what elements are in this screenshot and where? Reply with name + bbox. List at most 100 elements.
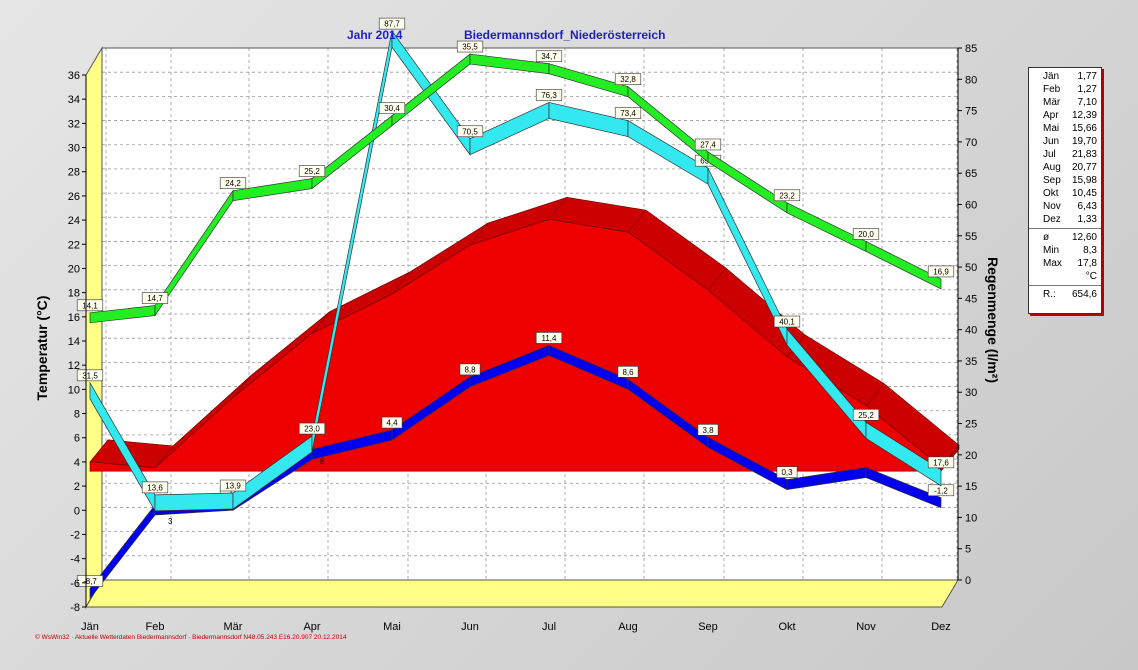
rain-ribbon-label: 25,2 [858, 411, 874, 420]
mean-temp-area-edge [469, 222, 489, 246]
stats-max-row-value: 17,8 [1077, 258, 1097, 269]
max-temp-ribbon-label-box [852, 228, 880, 240]
right-axis-tick-label: 75 [965, 106, 977, 118]
left-side-wall [85, 46, 103, 609]
stats-month-row-label: Dez [1043, 214, 1061, 225]
min-temp-ribbon-label-box [381, 416, 403, 429]
left-axis-tick-label: 12 [68, 360, 80, 372]
left-axis-tick-label: 6 [74, 433, 80, 445]
statistics-panel: Jän 1,77 Feb 1,27 Mär 7,10 Apr 12,39 Mai 15,66 Jun… [1028, 67, 1102, 314]
rain-ribbon-label-box [219, 479, 247, 492]
right-axis-tick-label: 70 [965, 137, 977, 149]
stats-month-row: Jul 21,83 [1029, 148, 1101, 161]
stats-rain-row: R.: 654,6 [1029, 288, 1101, 301]
rain-ribbon-label-box [773, 315, 801, 328]
min-temp-ribbon-label: 4,4 [386, 419, 398, 428]
max-temp-ribbon-label: 34,7 [541, 52, 557, 61]
max-temp-ribbon-label: 24,2 [225, 179, 241, 188]
left-axis-tick-label: 14 [68, 336, 80, 348]
left-axis-tick-label: 16 [68, 312, 80, 324]
mean-temp-area-edge [548, 197, 568, 220]
rain-ribbon-label-box [852, 408, 880, 421]
rain-ribbon-label-box [614, 107, 642, 119]
min-temp-ribbon-label-box [617, 365, 639, 378]
max-temp-ribbon-label: 23,2 [779, 191, 795, 200]
max-temp-ribbon-segment [865, 240, 942, 290]
stats-month-row-value: 15,66 [1071, 123, 1097, 134]
stats-month-row: Jun 19,70 [1029, 135, 1101, 148]
min-temp-ribbon-label: -1,2 [934, 486, 948, 495]
max-temp-ribbon-label-box [614, 73, 642, 85]
x-axis-tick-label: Aug [618, 621, 638, 633]
stats-max-row: Max 17,8 [1029, 257, 1101, 270]
right-axis-tick-label: 5 [965, 544, 971, 556]
rain-ribbon-label-box [141, 481, 169, 494]
rain-ribbon-label: 87,7 [384, 20, 400, 29]
x-axis-tick-label: Feb [146, 621, 165, 633]
right-axis-tick-label: 15 [965, 481, 977, 493]
right-axis: 0 5 10 15 20 25 30 35 40 45 50 55 60 65 70 75 80 85 Regenm… [957, 43, 1001, 587]
rain-ribbon-label: 73,4 [620, 109, 636, 118]
rain-ribbon-label: 76,3 [541, 91, 557, 100]
mean-temp-area-edge [232, 375, 252, 398]
chart-year-title: Jahr 2014 [347, 28, 403, 42]
stats-month-row-label: Aug [1043, 162, 1061, 173]
rain-ribbon-label: 31,5 [82, 371, 98, 380]
right-axis-tick-label: 35 [965, 356, 977, 368]
max-temp-ribbon-label: 25,2 [304, 167, 320, 176]
stray-label: 3 [168, 517, 173, 526]
max-temp-ribbon-label-box [456, 40, 484, 53]
stats-rain-row-label: R.: [1043, 289, 1056, 300]
mean-temp-area-edge [154, 445, 174, 469]
stats-month-row-label: Feb [1043, 84, 1061, 95]
mean-temp-area-edge [311, 311, 331, 334]
right-axis-tick-label: 60 [965, 199, 977, 211]
stats-month-row-value: 1,77 [1077, 71, 1097, 82]
stats-month-row-label: Jän [1043, 71, 1060, 82]
right-axis-tick-label: 40 [965, 325, 977, 337]
stats-average-row-label: ø [1043, 232, 1050, 243]
max-temp-ribbon-label: 27,4 [700, 140, 716, 149]
min-temp-ribbon-label: 8,6 [622, 368, 634, 377]
rain-ribbon-label-box [456, 125, 484, 138]
mean-temp-area-edge [391, 271, 411, 295]
stats-separator [1029, 285, 1101, 286]
stats-month-row: Mai 15,66 [1029, 122, 1101, 135]
rain-ribbon-label: 40,1 [779, 318, 795, 327]
stats-month-row: Mär 7,10 [1029, 96, 1101, 109]
stats-month-row-label: Mär [1043, 97, 1061, 108]
left-axis-tick-label: 18 [68, 288, 80, 300]
mean-temp-area-edge [707, 267, 727, 291]
stats-month-row: Feb 1,27 [1029, 83, 1101, 96]
max-temp-ribbon-label-box [535, 50, 563, 63]
x-axis-tick-label: Apr [303, 621, 320, 633]
stats-month-row-value: 1,33 [1077, 214, 1097, 225]
x-axis-tick-label: Dez [931, 621, 951, 633]
stats-rain-row-value: 654,6 [1071, 289, 1097, 300]
left-axis-tick-label: -8 [70, 602, 80, 614]
max-temp-ribbon-label: 14,1 [82, 301, 98, 310]
max-temp-ribbon: 14,1 14,7 24,2 25,2 30,4 35,5 34,7 32,8 27,4 23,2… [76, 40, 955, 324]
stats-max-row-label: Max [1043, 258, 1062, 269]
right-axis-tick-label: 55 [965, 231, 977, 243]
stats-average-row-value: 12,60 [1071, 232, 1097, 243]
x-axis-tick-label: Mär [224, 621, 243, 633]
left-axis-tick-label: 20 [68, 263, 80, 275]
stats-month-row: Jän 1,77 [1029, 70, 1101, 83]
max-temp-ribbon-label-box [378, 102, 406, 115]
stats-month-row: Aug 20,77 [1029, 161, 1101, 174]
rain-ribbon-label-box [76, 369, 104, 382]
right-axis-tick-label: 25 [965, 419, 977, 431]
x-axis-tick-label: Nov [856, 621, 876, 633]
left-axis-tick-label: 10 [68, 384, 80, 396]
rain-ribbon-segment [154, 492, 234, 512]
max-temp-ribbon-label-box [298, 165, 326, 177]
stats-month-row-value: 15,98 [1071, 175, 1097, 186]
min-temp-ribbon-label: -8,7 [83, 577, 97, 586]
left-axis-tick-label: 4 [74, 457, 80, 469]
max-temp-ribbon-label-box [219, 177, 247, 189]
left-axis-tick-label: -2 [70, 529, 80, 541]
max-temp-ribbon-label-box [773, 189, 801, 202]
